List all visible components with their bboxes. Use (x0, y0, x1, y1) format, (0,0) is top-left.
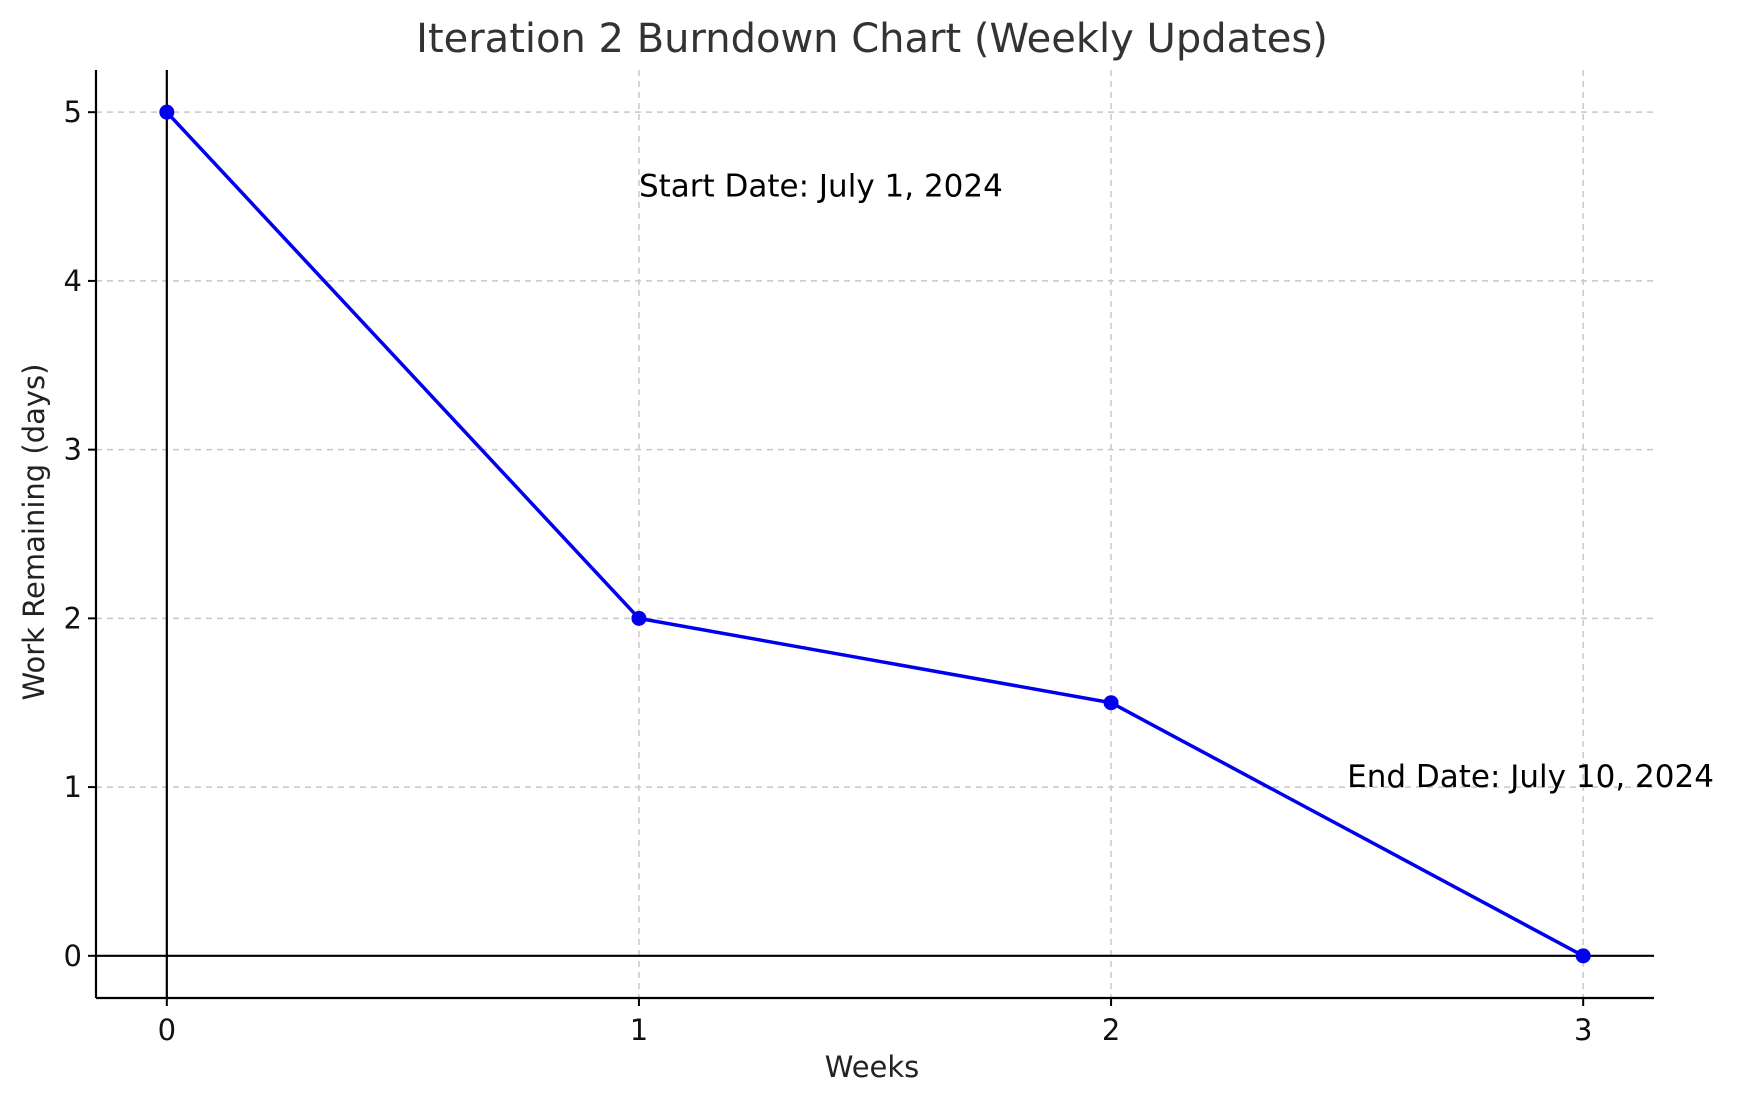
data-point (631, 610, 647, 626)
x-tick-label: 1 (630, 1013, 648, 1047)
x-tick-label: 3 (1574, 1013, 1592, 1047)
data-point (1575, 948, 1591, 964)
x-tick-label: 0 (158, 1013, 176, 1047)
data-point (1103, 695, 1119, 711)
axes-layer (94, 70, 1654, 1000)
data-point (159, 104, 175, 120)
series-layer (159, 104, 1591, 964)
series-line (165, 110, 1585, 958)
x-axis-label: Weeks (825, 1050, 920, 1084)
y-tick-label: 2 (64, 601, 82, 635)
annotation-label: End Date: July 10, 2024 (1347, 759, 1714, 795)
grid-layer (96, 70, 1654, 998)
y-tick-label: 5 (64, 95, 82, 129)
x-tick-label: 2 (1102, 1013, 1120, 1047)
chart-title: Iteration 2 Burndown Chart (Weekly Updat… (416, 16, 1328, 62)
y-tick-label: 1 (64, 770, 82, 804)
y-tick-label: 0 (64, 939, 82, 973)
y-tick-label: 3 (64, 433, 82, 467)
ticks-layer: 0 1 2 3 4 5 0 1 2 3 (64, 95, 1593, 1047)
annotation-layer: Start Date: July 1, 2024 End Date: July 1… (639, 169, 1714, 796)
y-axis-label: Work Remaining (days) (17, 364, 51, 701)
y-tick-label: 4 (64, 264, 82, 298)
annotation-label: Start Date: July 1, 2024 (639, 169, 1003, 205)
